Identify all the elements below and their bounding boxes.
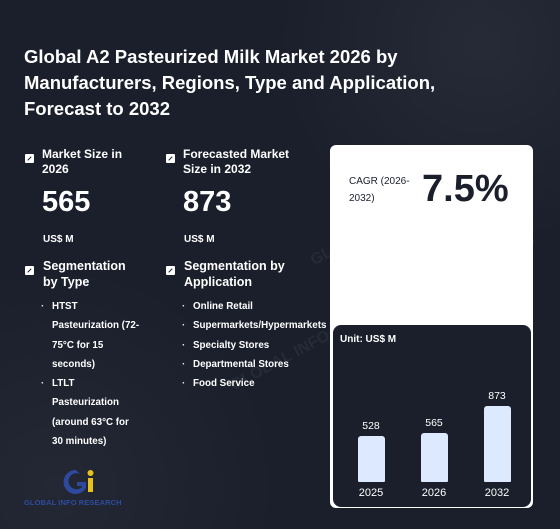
list-item: LTLT Pasteurization (around 63°C for 30 …	[41, 374, 141, 451]
list-item: Supermarkets/Hypermarkets	[182, 316, 332, 336]
bar-value-label: 528	[362, 420, 380, 432]
gi-logo-icon	[63, 469, 94, 494]
list-item: Specialty Stores	[182, 336, 332, 356]
chart-bar	[483, 406, 511, 482]
list-item: Online Retail	[182, 297, 332, 317]
cagr-label: CAGR (2026-2032)	[349, 173, 419, 207]
forecast-size-value: 873	[183, 186, 232, 218]
page-title: Global A2 Pasteurized Milk Market 2026 b…	[24, 46, 436, 119]
segmentation-application-label: Segmentation by Application	[184, 259, 285, 289]
segmentation-type-list: HTST Pasteurization (72-75°C for 15 seco…	[41, 297, 141, 451]
bar-category-label: 2025	[358, 487, 384, 499]
list-item: HTST Pasteurization (72-75°C for 15 seco…	[41, 297, 141, 374]
list-item: Departmental Stores	[182, 355, 332, 375]
list-item: Food Service	[182, 374, 332, 394]
external-link-icon	[25, 154, 34, 163]
market-size-label: Market Size in 2026	[42, 147, 123, 176]
external-link-icon	[25, 266, 34, 275]
segmentation-application-list: Online Retail Supermarkets/Hypermarkets …	[182, 297, 332, 394]
external-link-icon	[166, 154, 175, 163]
logo-text: GLOBAL INFO RESEARCH	[24, 498, 122, 507]
bar-value-label: 873	[488, 390, 506, 402]
market-size-value: 565	[42, 186, 91, 218]
segmentation-type-label: Segmentation by Type	[43, 259, 126, 289]
cagr-value: 7.5%	[422, 168, 509, 210]
bar-value-label: 565	[425, 417, 443, 429]
bar-category-label: 2032	[484, 487, 510, 499]
market-size-unit: US$ M	[43, 234, 74, 245]
chart-unit-label: Unit: US$ M	[340, 334, 397, 345]
forecast-size-unit: US$ M	[184, 234, 215, 245]
bar-category-label: 2026	[421, 487, 447, 499]
cagr-label-text: CAGR (2026-2032)	[349, 176, 410, 204]
external-link-icon	[166, 266, 175, 275]
forecast-size-label: Forecasted Market Size in 2032	[183, 147, 290, 176]
chart-bar	[420, 433, 448, 482]
chart-bar	[357, 436, 385, 482]
